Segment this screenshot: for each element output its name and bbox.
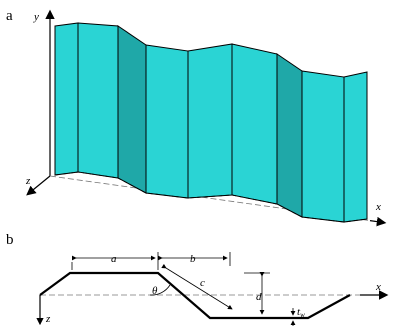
z-axis: [26, 175, 51, 196]
wall-face-2: [77, 22, 119, 179]
dim-d-label: d: [256, 291, 262, 303]
wall-face-5: [187, 43, 233, 199]
wall-face-7: [276, 53, 303, 218]
theta-arc: [149, 284, 171, 296]
section-z-label: z: [45, 313, 51, 325]
thickness-label: tw: [297, 306, 305, 319]
z-axis-label: z: [25, 175, 31, 187]
thickness-w: w: [300, 311, 305, 319]
corrugation-profile: [39, 271, 351, 320]
dim-c-label: c: [200, 277, 205, 289]
theta-label: θ: [152, 285, 158, 297]
wall-face-1: [54, 22, 79, 176]
dim-a-label: a: [111, 253, 117, 265]
wall-face-9: [343, 71, 368, 223]
wall-face-8: [301, 70, 345, 223]
x-axis-label: x: [375, 201, 381, 213]
wall-base-profile: [54, 171, 368, 223]
wall-face-6: [231, 43, 278, 205]
dim-b-label: b: [190, 253, 196, 265]
dim-c-line: [161, 263, 233, 310]
section-x-label: x: [375, 281, 381, 293]
wall-face-3: [117, 25, 147, 194]
x-axis-arrow: [369, 216, 387, 227]
panel-a: a y z x: [6, 8, 387, 227]
panel-b-label: b: [6, 232, 14, 248]
y-axis-label: y: [33, 11, 39, 23]
panel-a-label: a: [6, 8, 13, 24]
thickness-t: t: [297, 306, 301, 318]
panel-b: b x z a b c d θ tw: [6, 232, 389, 326]
wall-face-4: [145, 44, 189, 199]
x-axis-dashed: [49, 175, 381, 223]
